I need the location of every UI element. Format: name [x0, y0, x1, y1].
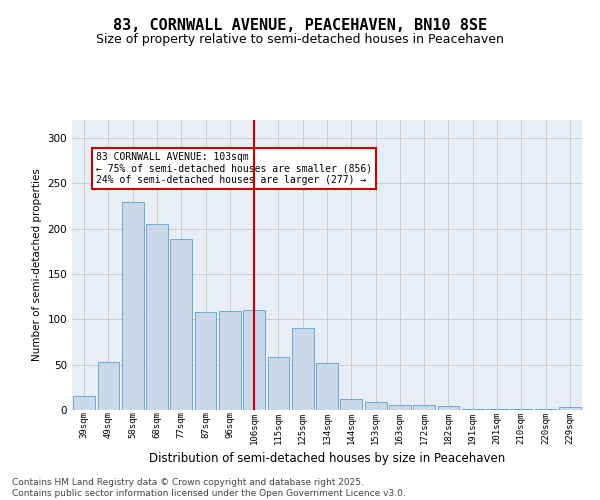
Bar: [511, 409, 532, 410]
Bar: [97, 362, 119, 410]
Bar: [486, 409, 508, 410]
Y-axis label: Number of semi-detached properties: Number of semi-detached properties: [32, 168, 42, 362]
Bar: [389, 406, 411, 410]
Bar: [462, 409, 484, 410]
Bar: [268, 356, 289, 410]
Bar: [146, 224, 168, 410]
Text: Size of property relative to semi-detached houses in Peacehaven: Size of property relative to semi-detach…: [96, 32, 504, 46]
Bar: [559, 408, 581, 410]
Bar: [243, 310, 265, 410]
Bar: [365, 402, 386, 410]
Text: Contains HM Land Registry data © Crown copyright and database right 2025.
Contai: Contains HM Land Registry data © Crown c…: [12, 478, 406, 498]
Bar: [73, 396, 95, 410]
X-axis label: Distribution of semi-detached houses by size in Peacehaven: Distribution of semi-detached houses by …: [149, 452, 505, 465]
Bar: [316, 363, 338, 410]
Bar: [122, 202, 143, 410]
Text: 83, CORNWALL AVENUE, PEACEHAVEN, BN10 8SE: 83, CORNWALL AVENUE, PEACEHAVEN, BN10 8S…: [113, 18, 487, 32]
Bar: [194, 312, 217, 410]
Bar: [170, 238, 192, 410]
Bar: [413, 406, 435, 410]
Bar: [340, 399, 362, 410]
Text: 83 CORNWALL AVENUE: 103sqm
← 75% of semi-detached houses are smaller (856)
24% o: 83 CORNWALL AVENUE: 103sqm ← 75% of semi…: [96, 152, 373, 185]
Bar: [292, 328, 314, 410]
Bar: [535, 409, 556, 410]
Bar: [219, 311, 241, 410]
Bar: [437, 406, 460, 410]
